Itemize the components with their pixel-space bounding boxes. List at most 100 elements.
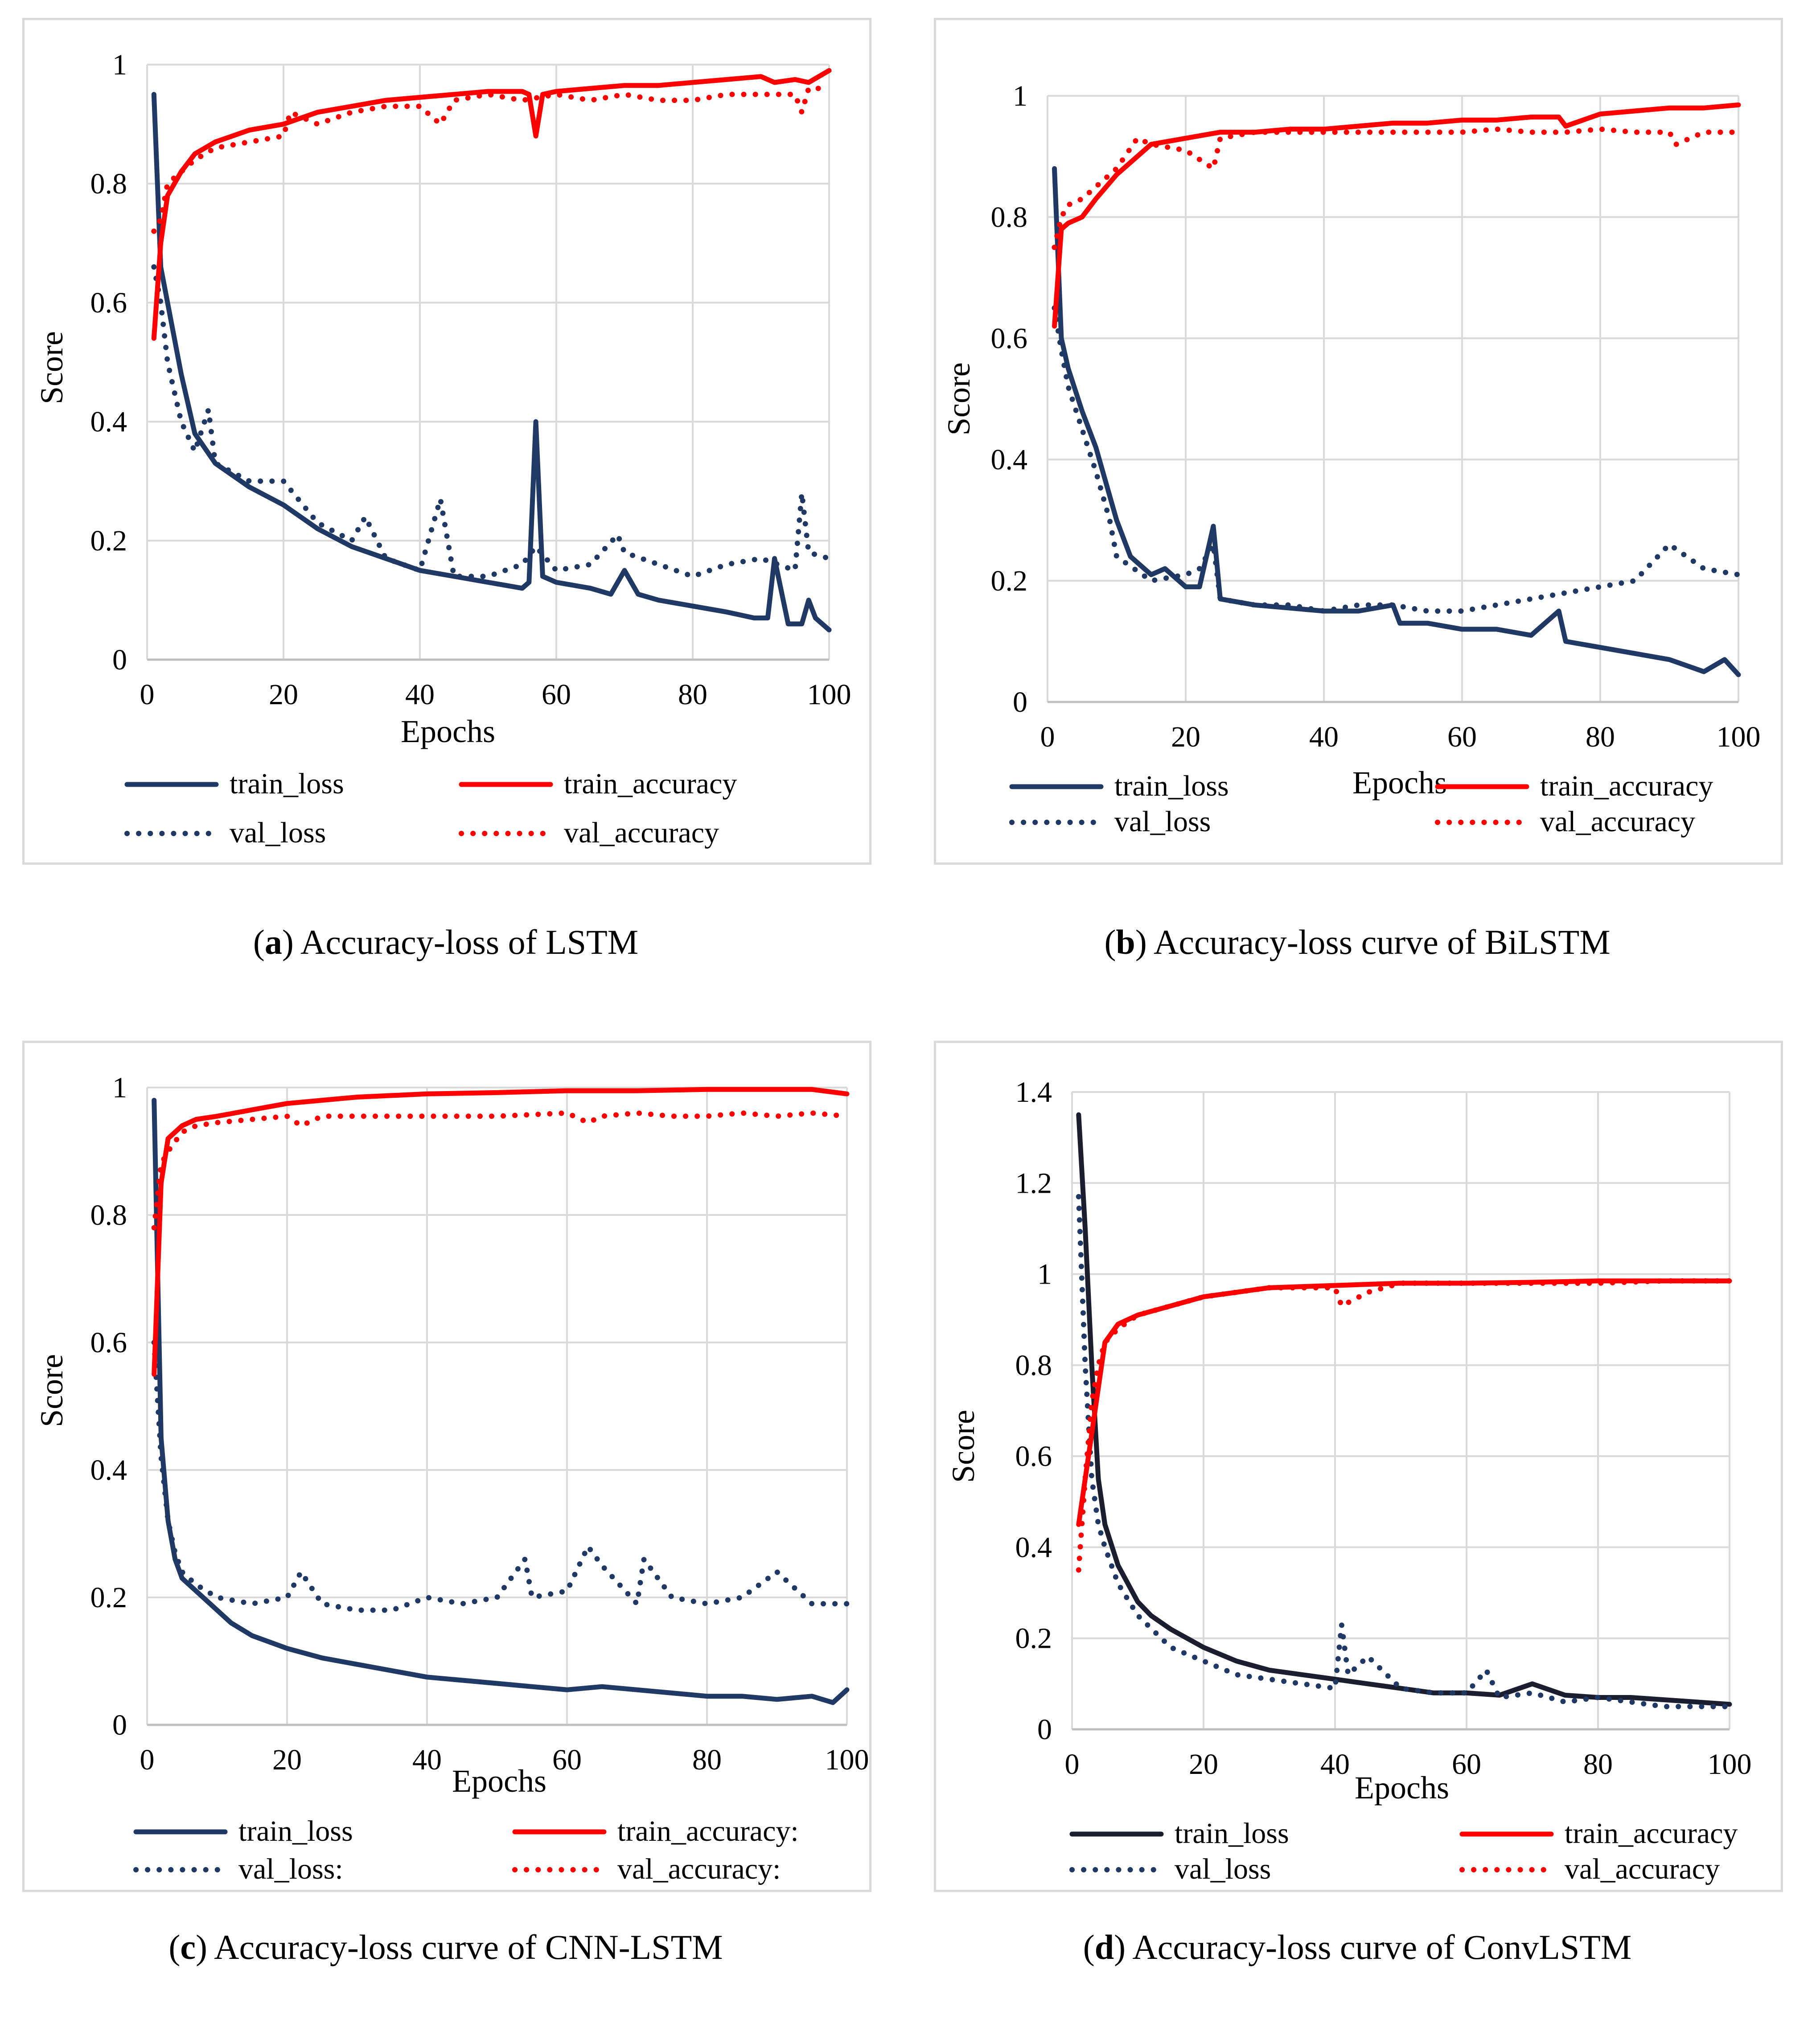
chart-c-legend-label-train-accuracy: train_accuracy: xyxy=(617,1815,799,1847)
chart-b-xtick-3: 60 xyxy=(1447,721,1477,753)
chart-a-ytick-0: 0 xyxy=(112,644,127,676)
chart-a-series-val-loss xyxy=(151,264,832,579)
caption-b: (b) Accuracy-loss curve of BiLSTM xyxy=(1104,923,1611,961)
chart-panel-d: 0 0.2 0.4 0.6 0.8 1 1.2 1.4 0 20 40 60 80 100 Score Epo… xyxy=(934,1041,1783,1892)
chart-a-legend-label-val-accuracy: val_accuracy xyxy=(564,817,719,849)
chart-c-legend-label-val-loss: val_loss: xyxy=(238,1853,343,1885)
chart-b-xtick-2: 40 xyxy=(1309,721,1339,753)
chart-a-series-train-loss xyxy=(151,92,832,632)
chart-b-ytick-4: 0.8 xyxy=(991,201,1028,234)
chart-a-series-val-accuracy xyxy=(151,86,832,234)
chart-c-xtick-5: 100 xyxy=(825,1744,869,1776)
chart-b-legend-label-train-loss: train_loss xyxy=(1114,770,1229,802)
caption-d: (d) Accuracy-loss curve of ConvLSTM xyxy=(1083,1928,1632,1966)
chart-b-ytick-3: 0.6 xyxy=(991,322,1028,355)
chart-d-xtick-1: 20 xyxy=(1189,1748,1218,1781)
caption-a-letter: a xyxy=(264,923,282,961)
chart-d: 0 0.2 0.4 0.6 0.8 1 1.2 1.4 0 20 40 60 80 100 Score Epo… xyxy=(945,1076,1752,1885)
chart-d-ytick-1: 0.2 xyxy=(1015,1622,1052,1655)
chart-c-series-train-loss xyxy=(152,1098,850,1705)
caption-a: (a) Accuracy-loss of LSTM xyxy=(253,923,639,961)
chart-c-legend-label-val-accuracy: val_accuracy: xyxy=(617,1853,781,1885)
chart-d-series-val-accuracy xyxy=(1076,1278,1732,1573)
caption-d-letter: d xyxy=(1094,1928,1114,1966)
chart-d-ylabel: Score xyxy=(945,1410,981,1483)
chart-b-ytick-2: 0.4 xyxy=(991,443,1028,476)
chart-a-xtick-4: 80 xyxy=(678,678,707,711)
chart-c-series-val-accuracy xyxy=(151,1110,850,1231)
chart-b-ytick-1: 0.2 xyxy=(991,565,1028,597)
chart-panel-b: 0 0.2 0.4 0.6 0.8 1 0 20 40 60 80 100 Score Epochs tra… xyxy=(934,18,1783,865)
chart-c-xtick-4: 80 xyxy=(692,1744,722,1776)
chart-c-xtick-2: 40 xyxy=(412,1744,442,1776)
chart-d-xtick-0: 0 xyxy=(1065,1748,1080,1781)
chart-d-ytick-0: 0 xyxy=(1037,1713,1052,1746)
chart-a-ytick-1: 0.2 xyxy=(90,525,127,557)
chart-a: 0 0.2 0.4 0.6 0.8 1 0 20 40 60 80 100 Score Epochs tra… xyxy=(34,49,851,849)
chart-c-ytick-4: 0.8 xyxy=(90,1199,127,1231)
chart-d-ytick-7: 1.4 xyxy=(1015,1076,1052,1108)
chart-b-ylabel: Score xyxy=(941,362,977,435)
chart-d-legend-label-val-loss: val_loss xyxy=(1175,1853,1271,1885)
chart-d-series-train-loss xyxy=(1076,1112,1732,1707)
chart-d-ytick-4: 0.8 xyxy=(1015,1349,1052,1382)
chart-d-legend-label-train-loss: train_loss xyxy=(1175,1817,1289,1850)
chart-d-ytick-3: 0.6 xyxy=(1015,1440,1052,1473)
chart-panel-a: 0 0.2 0.4 0.6 0.8 1 0 20 40 60 80 100 Score Epochs tra… xyxy=(22,18,871,865)
chart-c-xtick-1: 20 xyxy=(272,1744,302,1776)
chart-a-ylabel: Score xyxy=(34,331,70,404)
chart-d-xtick-5: 100 xyxy=(1708,1748,1752,1781)
chart-b-series-val-accuracy xyxy=(1052,126,1741,250)
chart-a-xtick-5: 100 xyxy=(807,678,851,711)
chart-b-xlabel: Epochs xyxy=(1352,765,1447,800)
chart-a-xtick-3: 60 xyxy=(542,678,571,711)
caption-c-letter: c xyxy=(180,1928,196,1966)
chart-a-xtick-1: 20 xyxy=(269,678,298,711)
chart-a-xlabel: Epochs xyxy=(401,714,495,749)
chart-d-series-train-accuracy xyxy=(1076,1278,1732,1527)
chart-b-ytick-0: 0 xyxy=(1013,686,1027,718)
chart-b-legend-label-val-loss: val_loss xyxy=(1114,805,1211,838)
chart-a-xtick-2: 40 xyxy=(405,678,435,711)
chart-b-series-train-accuracy xyxy=(1052,102,1741,329)
caption-c: (c) Accuracy-loss curve of CNN-LSTM xyxy=(168,1928,723,1966)
caption-d-text: Accuracy-loss curve of ConvLSTM xyxy=(1126,1928,1632,1966)
chart-a-ytick-5: 1 xyxy=(112,49,127,81)
chart-d-xtick-2: 40 xyxy=(1320,1748,1350,1781)
caption-b-letter: b xyxy=(1116,923,1135,961)
chart-d-series-val-loss xyxy=(1076,1194,1732,1709)
chart-c-ytick-3: 0.6 xyxy=(90,1326,127,1359)
chart-d-ytick-2: 0.4 xyxy=(1015,1531,1052,1564)
chart-b-series-val-loss xyxy=(1052,305,1741,614)
chart-d-ytick-6: 1.2 xyxy=(1015,1167,1052,1199)
chart-a-legend-label-train-accuracy: train_accuracy xyxy=(564,768,737,800)
caption-a-text: Accuracy-loss of LSTM xyxy=(293,923,639,961)
chart-panel-c: 0 0.2 0.4 0.6 0.8 1 0 20 40 60 80 100 Score Epochs tra… xyxy=(22,1041,871,1892)
chart-b-series-train-loss xyxy=(1052,166,1741,677)
chart-b-xtick-0: 0 xyxy=(1040,721,1055,753)
chart-d-ytick-5: 1 xyxy=(1037,1258,1052,1291)
chart-c-ytick-5: 1 xyxy=(112,1071,127,1104)
chart-c-xtick-0: 0 xyxy=(140,1744,155,1776)
chart-a-ytick-2: 0.4 xyxy=(90,406,127,438)
caption-b-text: Accuracy-loss curve of BiLSTM xyxy=(1146,923,1611,961)
chart-b-xtick-4: 80 xyxy=(1586,721,1615,753)
chart-c-ytick-2: 0.4 xyxy=(90,1454,127,1486)
chart-b-xtick-1: 20 xyxy=(1171,721,1200,753)
chart-a-xtick-0: 0 xyxy=(140,678,155,711)
chart-c-xtick-3: 60 xyxy=(552,1744,582,1776)
caption-c-text: Accuracy-loss curve of CNN-LSTM xyxy=(207,1928,723,1966)
chart-a-legend-label-train-loss: train_loss xyxy=(230,768,344,800)
chart-d-xlabel: Epochs xyxy=(1355,1770,1449,1806)
chart-b-legend-label-val-accuracy: val_accuracy xyxy=(1540,805,1695,838)
chart-c-ytick-0: 0 xyxy=(112,1709,127,1741)
chart-d-legend-label-train-accuracy: train_accuracy xyxy=(1565,1817,1738,1850)
chart-c-series-val-loss xyxy=(151,1340,850,1613)
chart-c-xlabel: Epochs xyxy=(452,1763,546,1799)
chart-a-ytick-4: 0.8 xyxy=(90,168,127,200)
chart-c-ylabel: Score xyxy=(34,1354,70,1427)
chart-c-legend-label-train-loss: train_loss xyxy=(238,1815,353,1847)
chart-a-series-train-accuracy xyxy=(151,68,832,341)
chart-b: 0 0.2 0.4 0.6 0.8 1 0 20 40 60 80 100 Score Epochs tra… xyxy=(941,80,1761,838)
chart-c-ytick-1: 0.2 xyxy=(90,1581,127,1614)
